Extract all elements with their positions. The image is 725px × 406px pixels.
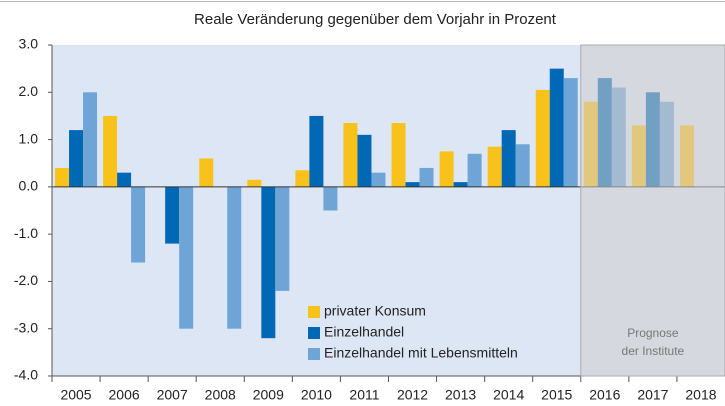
bar bbox=[453, 182, 468, 187]
bar bbox=[371, 172, 386, 187]
legend-label: Einzelhandel mit Lebensmitteln bbox=[324, 345, 518, 361]
bar bbox=[405, 182, 420, 187]
y-tick-label: 2.0 bbox=[19, 83, 39, 99]
x-tick-label: 2013 bbox=[445, 387, 476, 403]
x-tick-label: 2005 bbox=[60, 387, 91, 403]
bar bbox=[275, 186, 290, 291]
bar bbox=[501, 130, 516, 187]
x-tick-label: 2015 bbox=[541, 387, 572, 403]
bar bbox=[487, 146, 502, 187]
bar bbox=[199, 158, 214, 187]
x-tick-label: 2016 bbox=[589, 387, 620, 403]
x-tick-label: 2011 bbox=[349, 387, 379, 403]
bar bbox=[227, 186, 242, 329]
forecast-label: Prognose bbox=[627, 326, 679, 340]
bar bbox=[69, 130, 84, 187]
bar bbox=[261, 186, 276, 339]
y-tick-label: -2.0 bbox=[14, 272, 38, 288]
bar bbox=[439, 151, 454, 187]
x-tick-label: 2006 bbox=[109, 387, 140, 403]
x-tick-label: 2009 bbox=[253, 387, 284, 403]
legend-swatch bbox=[308, 306, 320, 318]
bar bbox=[247, 179, 262, 187]
bar bbox=[535, 89, 550, 187]
y-tick-label: 3.0 bbox=[19, 36, 39, 52]
bar bbox=[83, 92, 98, 187]
bar bbox=[295, 170, 310, 187]
bar bbox=[467, 153, 482, 187]
bar bbox=[309, 115, 324, 187]
y-tick-label: -4.0 bbox=[14, 367, 38, 383]
bar bbox=[549, 68, 564, 187]
forecast-label: der Institute bbox=[622, 344, 685, 358]
bar bbox=[419, 167, 434, 187]
bar bbox=[563, 78, 578, 187]
bar bbox=[343, 123, 358, 187]
bar bbox=[117, 172, 132, 187]
bar bbox=[179, 186, 194, 329]
x-tick-label: 2014 bbox=[493, 387, 524, 403]
y-tick-label: 0.0 bbox=[19, 178, 39, 194]
bar bbox=[515, 144, 530, 187]
bar bbox=[391, 123, 406, 187]
legend-swatch bbox=[308, 348, 320, 360]
y-tick-label: 1.0 bbox=[19, 130, 39, 146]
x-tick-label: 2010 bbox=[301, 387, 332, 403]
bar bbox=[165, 186, 180, 244]
legend-label: privater Konsum bbox=[324, 303, 426, 319]
x-tick-label: 2012 bbox=[397, 387, 428, 403]
bar bbox=[103, 115, 118, 187]
legend-label: Einzelhandel bbox=[324, 324, 404, 340]
legend-swatch bbox=[308, 327, 320, 339]
y-tick-label: -1.0 bbox=[14, 225, 38, 241]
bar bbox=[357, 134, 372, 187]
bar bbox=[131, 186, 146, 263]
x-tick-label: 2007 bbox=[157, 387, 188, 403]
chart-title: Reale Veränderung gegenüber dem Vorjahr … bbox=[194, 11, 557, 28]
bar bbox=[323, 186, 338, 211]
x-tick-label: 2008 bbox=[205, 387, 236, 403]
x-tick-label: 2017 bbox=[637, 387, 668, 403]
bar bbox=[55, 167, 70, 187]
x-tick-label: 2018 bbox=[685, 387, 716, 403]
forecast-shade bbox=[580, 44, 725, 377]
y-tick-label: -3.0 bbox=[14, 319, 38, 335]
